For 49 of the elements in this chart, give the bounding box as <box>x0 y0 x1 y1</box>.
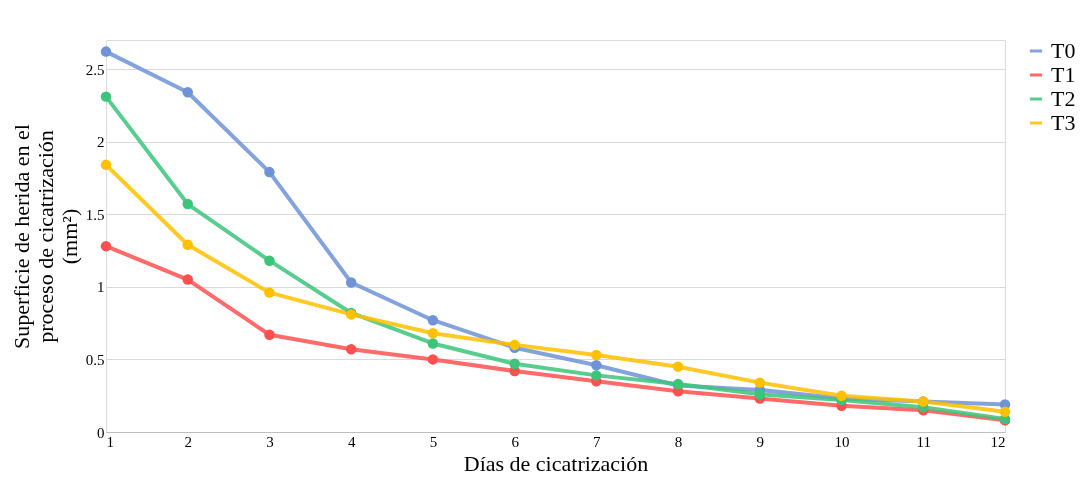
point <box>100 159 112 171</box>
x-axis-title: Días de cicatrización <box>463 450 649 476</box>
point <box>427 354 439 365</box>
point <box>182 239 193 250</box>
point <box>264 287 275 298</box>
x-tick-label: 8 <box>674 433 683 450</box>
point <box>182 198 193 210</box>
point <box>182 87 193 98</box>
point <box>427 328 439 339</box>
point <box>264 329 275 340</box>
y-tick-label: 0.5 <box>85 351 105 368</box>
x-tick-label: 4 <box>347 433 356 450</box>
y-tick-label: 1 <box>97 279 105 296</box>
y-tick-label: 0 <box>97 424 105 441</box>
x-tick-label: 12 <box>990 433 1006 450</box>
legend-label: T1 <box>1051 62 1076 87</box>
point <box>264 255 275 266</box>
point <box>591 359 602 371</box>
x-tick-label: 5 <box>429 433 438 450</box>
point <box>999 406 1011 417</box>
legend-label: T0 <box>1051 38 1076 63</box>
point <box>100 240 112 252</box>
y-tick-label: 1.5 <box>85 206 105 223</box>
point <box>182 274 193 285</box>
x-tick-label: 10 <box>834 433 850 450</box>
point <box>427 314 439 326</box>
y-axis-title: Superficie de herida en el proceso de cicatrización (mm²) <box>8 124 82 349</box>
point <box>509 358 520 369</box>
x-tick-label: 6 <box>511 433 520 450</box>
point <box>100 46 112 57</box>
point <box>754 377 766 388</box>
point <box>345 344 357 355</box>
x-tick-label: 11 <box>916 433 931 450</box>
point <box>591 370 602 381</box>
x-tick-label: 7 <box>593 433 602 450</box>
point <box>264 166 275 178</box>
x-tick-label: 9 <box>756 433 765 450</box>
y-tick-label: 2 <box>97 134 105 151</box>
point <box>591 349 602 361</box>
point <box>754 389 766 400</box>
point <box>100 91 112 102</box>
legend-label: T3 <box>1051 110 1076 135</box>
x-tick-label: 2 <box>184 433 192 450</box>
point <box>672 361 684 372</box>
point <box>345 277 357 288</box>
y-tick-label: 2.5 <box>85 61 105 78</box>
x-tick-label: 3 <box>266 433 274 450</box>
legend-label: T2 <box>1051 86 1076 111</box>
point <box>427 338 439 349</box>
